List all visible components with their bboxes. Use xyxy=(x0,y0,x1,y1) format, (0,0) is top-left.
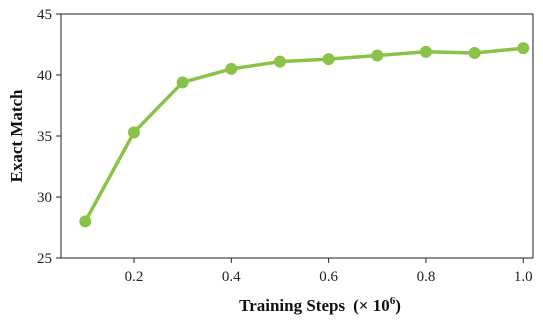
x-tick-label: 0.6 xyxy=(319,269,338,285)
y-tick-label: 30 xyxy=(37,190,52,206)
x-tick-label: 0.4 xyxy=(222,269,241,285)
data-point xyxy=(419,45,432,58)
y-tick-label: 35 xyxy=(37,129,52,145)
data-point xyxy=(127,126,140,139)
data-point xyxy=(468,47,481,60)
x-axis-label: Training Steps (× 106) xyxy=(239,295,401,315)
y-tick-label: 40 xyxy=(37,68,52,84)
y-tick-label: 25 xyxy=(37,251,52,267)
x-axis-label-unit: (× 10 xyxy=(353,296,390,315)
data-point xyxy=(371,49,384,62)
x-tick-label: 0.2 xyxy=(125,269,144,285)
y-axis-label: Exact Match xyxy=(7,89,26,183)
data-point xyxy=(517,42,530,55)
data-point xyxy=(273,55,286,68)
x-axis-label-main: Training Steps xyxy=(239,296,345,315)
x-axis: 0.2 0.4 0.6 0.8 1.0 xyxy=(125,258,533,285)
x-tick-label: 0.8 xyxy=(417,269,436,285)
data-point xyxy=(322,53,335,66)
x-axis-label-exponent: 6 xyxy=(390,295,396,307)
y-tick-label: 45 xyxy=(37,7,52,23)
series-points xyxy=(79,42,530,228)
data-point xyxy=(225,62,238,75)
data-point xyxy=(176,76,189,89)
data-point xyxy=(79,215,92,228)
series-line xyxy=(83,46,526,224)
y-axis: 25 30 35 40 45 xyxy=(37,7,61,267)
x-tick-label: 1.0 xyxy=(514,269,533,285)
x-axis-label-close: ) xyxy=(395,296,401,315)
